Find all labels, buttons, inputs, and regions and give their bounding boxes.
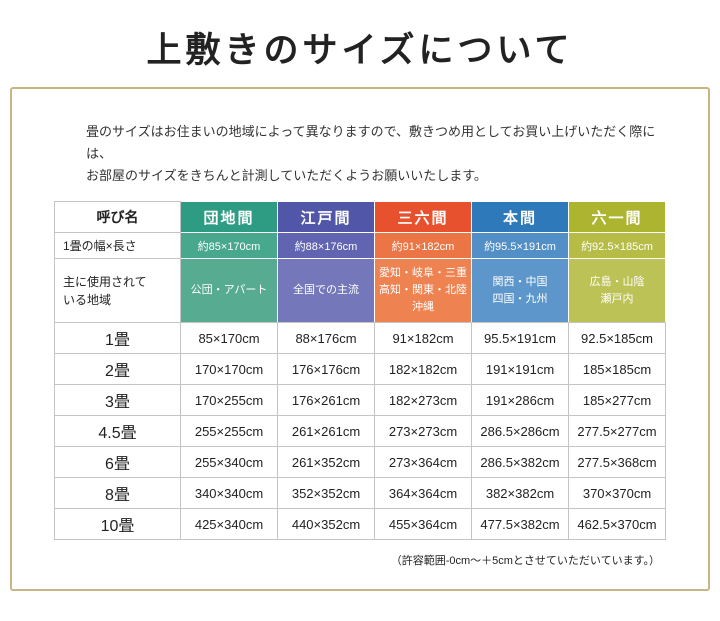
size-cell: 273×273cm — [374, 415, 472, 448]
size-cell: 170×170cm — [180, 353, 278, 386]
size-cell: 477.5×382cm — [471, 508, 569, 541]
col-header-sanrokuma: 三六間 — [374, 201, 472, 234]
region-cell: 愛知・岐阜・三重 高知・関東・北陸 沖縄 — [374, 258, 472, 324]
size-cell: 462.5×370cm — [568, 508, 666, 541]
size-row-label: 8畳 — [54, 477, 181, 510]
size-cell: 255×340cm — [180, 446, 278, 479]
size-cell: 286.5×286cm — [471, 415, 569, 448]
intro-text: 畳のサイズはお住まいの地域によって異なりますので、敷きつめ用としてお買い上げいた… — [12, 89, 708, 187]
size-row-label: 4.5畳 — [54, 415, 181, 448]
size-cell: 182×273cm — [374, 384, 472, 417]
size-cell: 277.5×277cm — [568, 415, 666, 448]
size-row-label: 2畳 — [54, 353, 181, 386]
intro-line-1: 畳のサイズはお住まいの地域によって異なりますので、敷きつめ用としてお買い上げいた… — [86, 124, 656, 162]
size-cell: 382×382cm — [471, 477, 569, 510]
size-cell: 364×364cm — [374, 477, 472, 510]
col-header-rokuichima: 六一間 — [568, 201, 666, 234]
size-cell: 455×364cm — [374, 508, 472, 541]
size-row-1jo: 1畳 85×170cm 88×176cm 91×182cm 95.5×191cm… — [54, 322, 666, 355]
size-cell: 191×286cm — [471, 384, 569, 417]
size-cell: 370×370cm — [568, 477, 666, 510]
size-cell: 255×255cm — [180, 415, 278, 448]
size-cell: 91×182cm — [374, 322, 472, 355]
col-header-honma: 本間 — [471, 201, 569, 234]
size-row-3jo: 3畳 170×255cm 176×261cm 182×273cm 191×286… — [54, 384, 666, 417]
width-length-row-label: 1畳の幅×長さ — [54, 232, 181, 260]
size-cell: 286.5×382cm — [471, 446, 569, 479]
size-row-10jo: 10畳 425×340cm 440×352cm 455×364cm 477.5×… — [54, 508, 666, 541]
region-cell: 全国での主流 — [277, 258, 375, 324]
size-cell: 88×176cm — [277, 322, 375, 355]
header-row: 呼び名 団地間 江戸間 三六間 本間 六一間 — [54, 201, 666, 234]
size-row-2jo: 2畳 170×170cm 176×176cm 182×182cm 191×191… — [54, 353, 666, 386]
size-table: 呼び名 団地間 江戸間 三六間 本間 六一間 1畳の幅×長さ 約85×170cm… — [54, 201, 666, 541]
size-row-4-5jo: 4.5畳 255×255cm 261×261cm 273×273cm 286.5… — [54, 415, 666, 448]
size-cell: 340×340cm — [180, 477, 278, 510]
size-cell: 85×170cm — [180, 322, 278, 355]
size-row-6jo: 6畳 255×340cm 261×352cm 273×364cm 286.5×3… — [54, 446, 666, 479]
width-cell: 約92.5×185cm — [568, 232, 666, 260]
size-cell: 352×352cm — [277, 477, 375, 510]
size-row-label: 1畳 — [54, 322, 181, 355]
region-cell: 公団・アパート — [180, 258, 278, 324]
region-row-label: 主に使用されて いる地域 — [54, 258, 181, 324]
size-row-8jo: 8畳 340×340cm 352×352cm 364×364cm 382×382… — [54, 477, 666, 510]
region-row: 主に使用されて いる地域 公団・アパート 全国での主流 愛知・岐阜・三重 高知・… — [54, 258, 666, 324]
size-cell: 440×352cm — [277, 508, 375, 541]
tolerance-note: （許容範囲-0cm〜＋5cmとさせていただいています。） — [390, 555, 660, 568]
size-cell: 261×261cm — [277, 415, 375, 448]
width-cell: 約91×182cm — [374, 232, 472, 260]
page-title: 上敷きのサイズについて — [146, 31, 574, 70]
size-cell: 176×176cm — [277, 353, 375, 386]
size-cell: 182×182cm — [374, 353, 472, 386]
size-cell: 95.5×191cm — [471, 322, 569, 355]
size-cell: 273×364cm — [374, 446, 472, 479]
col-header-name: 呼び名 — [54, 201, 181, 234]
size-row-label: 6畳 — [54, 446, 181, 479]
size-cell: 185×185cm — [568, 353, 666, 386]
col-header-edoma: 江戸間 — [277, 201, 375, 234]
content-frame: 畳のサイズはお住まいの地域によって異なりますので、敷きつめ用としてお買い上げいた… — [10, 87, 710, 591]
region-cell: 関西・中国 四国・九州 — [471, 258, 569, 324]
size-cell: 277.5×368cm — [568, 446, 666, 479]
size-row-label: 3畳 — [54, 384, 181, 417]
size-cell: 191×191cm — [471, 353, 569, 386]
size-row-label: 10畳 — [54, 508, 181, 541]
width-cell: 約88×176cm — [277, 232, 375, 260]
width-cell: 約95.5×191cm — [471, 232, 569, 260]
intro-line-2: お部屋のサイズをきちんと計測していただくようお願いいたします。 — [86, 168, 487, 184]
size-cell: 261×352cm — [277, 446, 375, 479]
size-cell: 176×261cm — [277, 384, 375, 417]
col-header-danchima: 団地間 — [180, 201, 278, 234]
size-cell: 92.5×185cm — [568, 322, 666, 355]
width-cell: 約85×170cm — [180, 232, 278, 260]
width-length-row: 1畳の幅×長さ 約85×170cm 約88×176cm 約91×182cm 約9… — [54, 232, 666, 260]
region-cell: 広島・山陰 瀬戸内 — [568, 258, 666, 324]
size-cell: 170×255cm — [180, 384, 278, 417]
size-cell: 185×277cm — [568, 384, 666, 417]
size-cell: 425×340cm — [180, 508, 278, 541]
